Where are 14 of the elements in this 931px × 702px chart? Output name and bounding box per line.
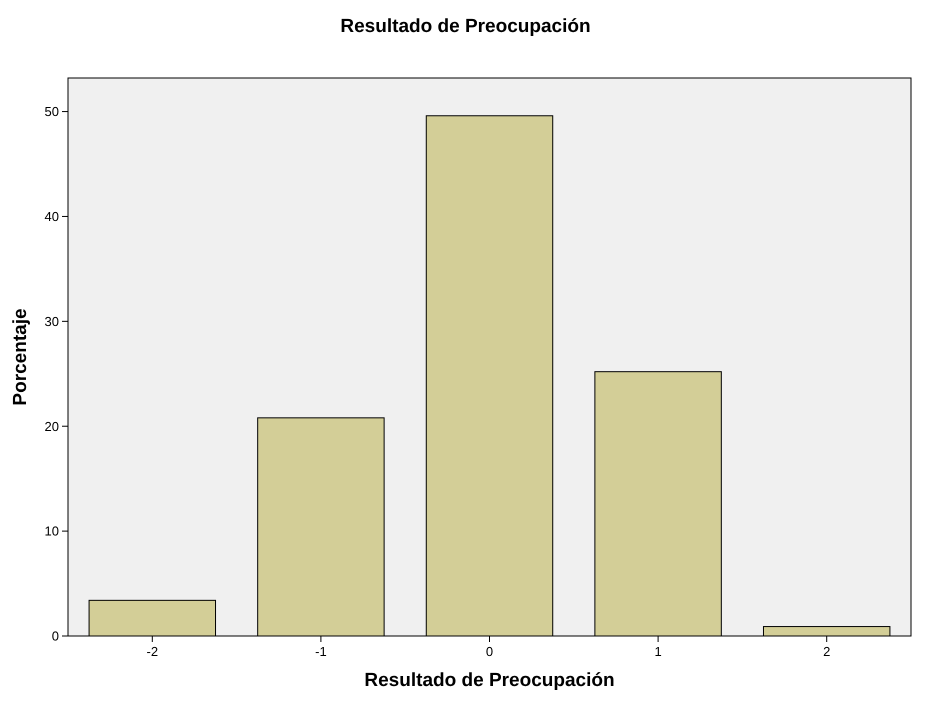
y-tick-label: 40 bbox=[44, 209, 59, 224]
y-tick-label: 20 bbox=[44, 418, 59, 434]
y-tick-label: 0 bbox=[52, 628, 59, 644]
y-tick-label: 30 bbox=[44, 314, 59, 329]
x-tick-label: -1 bbox=[315, 644, 327, 659]
x-axis-title: Resultado de Preocupación bbox=[364, 670, 615, 691]
y-tick-label: 10 bbox=[44, 524, 59, 539]
x-tick-label: 1 bbox=[654, 644, 662, 659]
y-axis-title: Porcentaje bbox=[10, 308, 31, 406]
y-tick-label: 50 bbox=[44, 104, 59, 120]
x-tick-label: -2 bbox=[146, 644, 158, 659]
x-tick-label: 0 bbox=[486, 644, 494, 659]
chart-title: Resultado de Preocupación bbox=[340, 16, 591, 37]
x-tick-label: 2 bbox=[823, 644, 830, 659]
